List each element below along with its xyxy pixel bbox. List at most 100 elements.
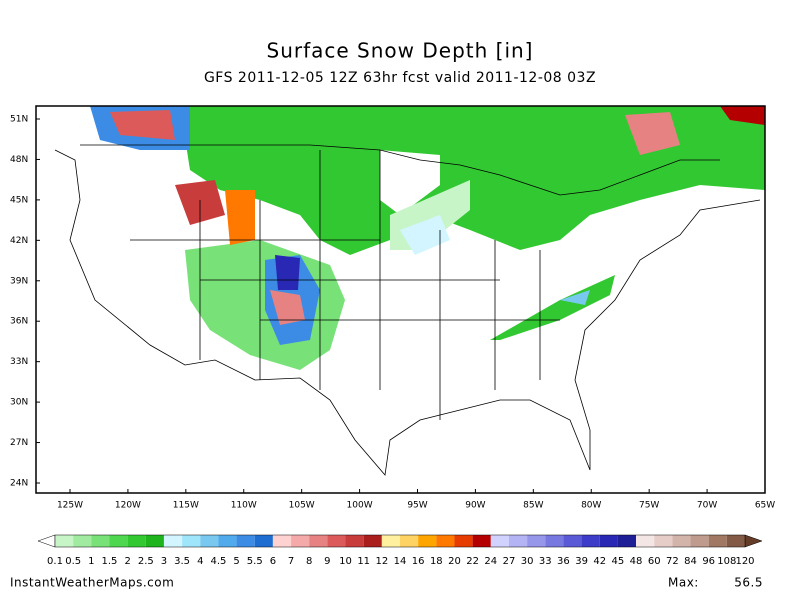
lon-label: 105W (289, 501, 315, 511)
colorbar-label: 7 (288, 556, 294, 567)
colorbar-swatch (563, 535, 582, 547)
lat-label: 24N (10, 479, 28, 489)
colorbar-label: 5.5 (247, 556, 263, 567)
colorbar-label: 3 (161, 556, 167, 567)
snow-area (110, 110, 175, 140)
colorbar-label: 36 (557, 556, 570, 567)
colorbar-label: 24 (484, 556, 497, 567)
state-lines (130, 150, 560, 420)
lon-label: 100W (347, 501, 373, 511)
colorbar-swatch (363, 535, 382, 547)
colorbar-swatch (109, 535, 128, 547)
lat-label: 30N (10, 398, 28, 408)
colorbar-label: 33 (539, 556, 552, 567)
lon-label: 65W (755, 501, 775, 511)
lon-label: 90W (465, 501, 485, 511)
colorbar-label: 84 (684, 556, 697, 567)
colorbar-swatch (690, 535, 709, 547)
max-value: 56.5 (734, 576, 763, 590)
colorbar-label: 42 (593, 556, 606, 567)
snow-gap (380, 150, 440, 215)
colorbar-label: 60 (648, 556, 661, 567)
colorbar-over (744, 534, 763, 548)
snow-area (180, 106, 765, 255)
snow-area (225, 190, 255, 245)
colorbar-swatch (91, 535, 110, 547)
colorbar-label: 96 (702, 556, 715, 567)
colorbar-swatch (182, 535, 201, 547)
colorbar-label: 9 (324, 556, 330, 567)
colorbar-swatch (490, 535, 509, 547)
lat-labels: 51N 48N 45N 42N 39N 36N 33N 30N 27N 24N (10, 115, 40, 489)
lat-label: 27N (10, 438, 28, 448)
snow-area (270, 290, 305, 325)
colorbar-label: 45 (612, 556, 625, 567)
colorbar-label: 8 (306, 556, 312, 567)
lon-label: 125W (57, 501, 83, 511)
lat-label: 39N (10, 276, 28, 286)
colorbar-swatch (654, 535, 673, 547)
snow-area (275, 255, 300, 290)
lon-label: 120W (115, 501, 141, 511)
colorbar-label: 1.5 (102, 556, 118, 567)
colorbar-label: 4 (197, 556, 203, 567)
colorbar-swatch (527, 535, 546, 547)
colorbar-swatch (200, 535, 219, 547)
colorbar-label: 6 (270, 556, 276, 567)
colorbar-swatch (163, 535, 183, 547)
colorbar-label: 11 (357, 556, 370, 567)
colorbar-swatch (436, 535, 455, 547)
lon-label: 110W (231, 501, 257, 511)
colorbar-label: 1 (88, 556, 94, 567)
snow-area (625, 112, 680, 155)
colorbar-label: 4.5 (210, 556, 226, 567)
colorbar-swatch (291, 535, 310, 547)
colorbar-swatch (508, 535, 528, 547)
colorbar-label: 39 (575, 556, 588, 567)
colorbar-swatch (708, 535, 727, 547)
lat-label: 45N (10, 195, 28, 205)
colorbar-swatch (127, 535, 146, 547)
colorbar-swatch (55, 535, 74, 547)
lon-labels: 125W 120W 115W 110W 105W 100W 95W 90W 85W 80W 75W 7… (57, 489, 775, 511)
colorbar-label: 2 (124, 556, 130, 567)
lon-label: 85W (523, 501, 543, 511)
colorbar-swatch (236, 535, 255, 547)
colorbar-swatch (345, 535, 364, 547)
site-name: InstantWeatherMaps.com (10, 576, 174, 590)
snow-area (490, 275, 615, 340)
colorbar-swatch (599, 535, 618, 547)
colorbar-swatch (381, 535, 400, 547)
colorbar-swatch (672, 535, 691, 547)
colorbar-label: 30 (521, 556, 534, 567)
colorbar-label: 18 (430, 556, 443, 567)
colorbar-swatch (327, 535, 346, 547)
lat-label: 36N (10, 317, 28, 327)
lon-label: 115W (173, 501, 199, 511)
colorbar-swatch (581, 535, 600, 547)
colorbar-swatch (454, 535, 473, 547)
lat-label: 42N (10, 236, 28, 246)
lon-label: 80W (581, 501, 601, 511)
subtitle: GFS 2011-12-05 12Z 63hr fcst valid 2011-… (204, 70, 596, 86)
max-label: Max: (668, 576, 699, 590)
colorbar-swatch (145, 535, 164, 547)
colorbar-label: 48 (630, 556, 643, 567)
title: Surface Snow Depth [in] (267, 39, 534, 63)
colorbar-swatch (726, 535, 745, 547)
colorbar-frame (54, 534, 746, 548)
snow-area (560, 290, 590, 305)
lat-label: 48N (10, 155, 28, 165)
colorbar-label: 5 (233, 556, 239, 567)
map-frame (35, 105, 766, 494)
colorbar-label: 2.5 (138, 556, 154, 567)
colorbar-label: 20 (448, 556, 461, 567)
lon-label: 95W (407, 501, 427, 511)
border (80, 144, 720, 196)
colorbar-label: 27 (503, 556, 516, 567)
colorbar-label: 0.1 (47, 556, 63, 567)
colorbar-swatch (636, 535, 655, 547)
coastline (54, 149, 761, 476)
colorbar-swatch (400, 535, 419, 547)
